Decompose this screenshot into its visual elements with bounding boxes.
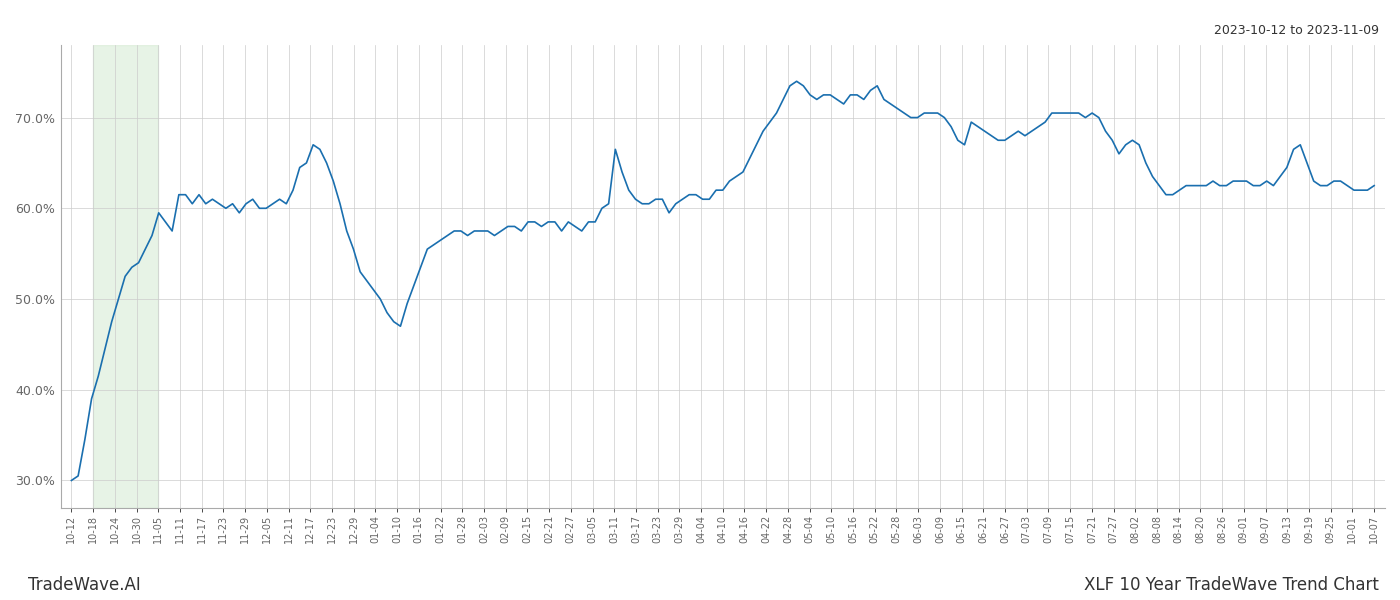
Text: 2023-10-12 to 2023-11-09: 2023-10-12 to 2023-11-09 (1214, 24, 1379, 37)
Text: XLF 10 Year TradeWave Trend Chart: XLF 10 Year TradeWave Trend Chart (1084, 576, 1379, 594)
Text: TradeWave.AI: TradeWave.AI (28, 576, 141, 594)
Bar (94, 45, 158, 508)
